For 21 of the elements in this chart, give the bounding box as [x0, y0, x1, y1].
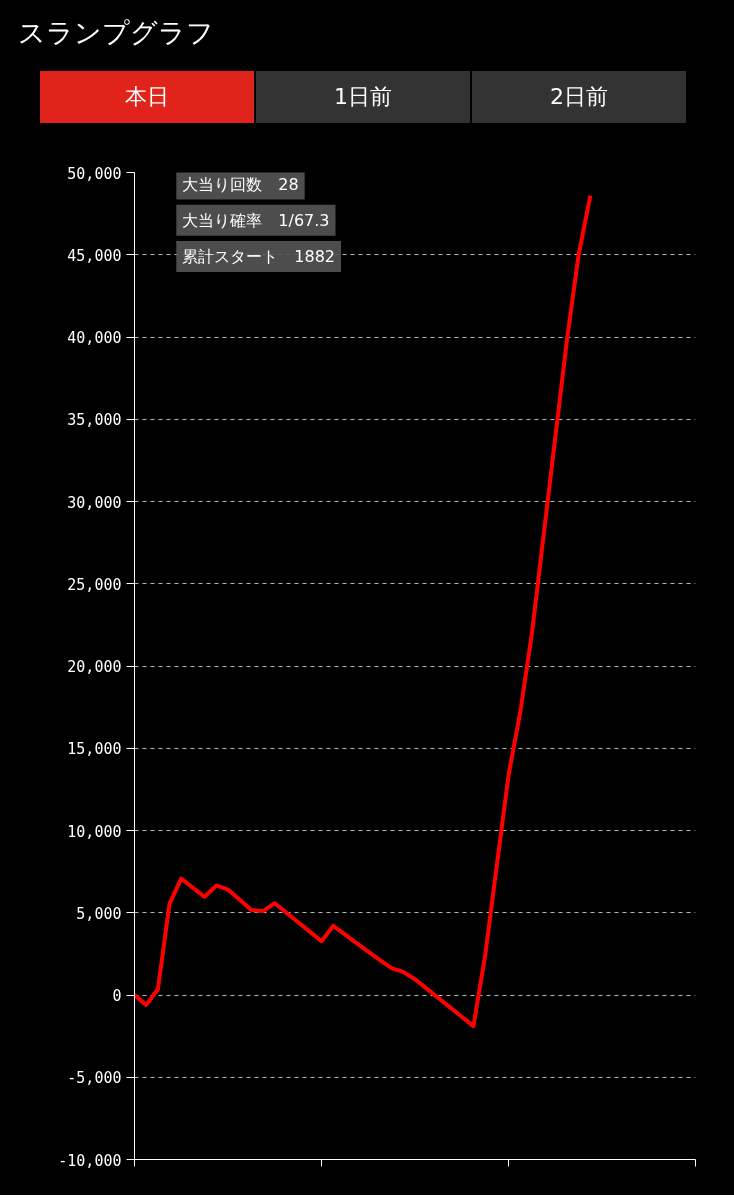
- y-tick-label: 50,000: [67, 164, 122, 183]
- text: 2日前: [472, 71, 686, 123]
- y-tick-label: 5,000: [76, 904, 122, 923]
- y-tick-label: 25,000: [67, 575, 122, 594]
- y-tick-label: 20,000: [67, 658, 122, 676]
- text: 1日前: [256, 71, 470, 123]
- y-tick-label: 0: [112, 987, 122, 1005]
- annotation: 大当り回数 28: [182, 174, 299, 194]
- y-tick-label: 40,000: [67, 329, 122, 347]
- annotation: 大当り確率 1/67.3: [182, 210, 330, 230]
- y-tick-label: -5,000: [67, 1069, 122, 1088]
- y-tick-label: 35,000: [67, 411, 122, 430]
- y-tick-label: -10,000: [58, 1151, 122, 1170]
- text: 本日: [40, 71, 254, 123]
- chart-title: スランプグラフ: [18, 16, 214, 50]
- y-tick-label: 45,000: [67, 246, 122, 265]
- y-tick-label: 30,000: [67, 493, 122, 512]
- y-tick-label: 10,000: [67, 822, 122, 841]
- y-tick-label: 15,000: [67, 740, 122, 759]
- line-series: [134, 193, 593, 1029]
- annotation: 累計スタート 1882: [182, 246, 336, 266]
